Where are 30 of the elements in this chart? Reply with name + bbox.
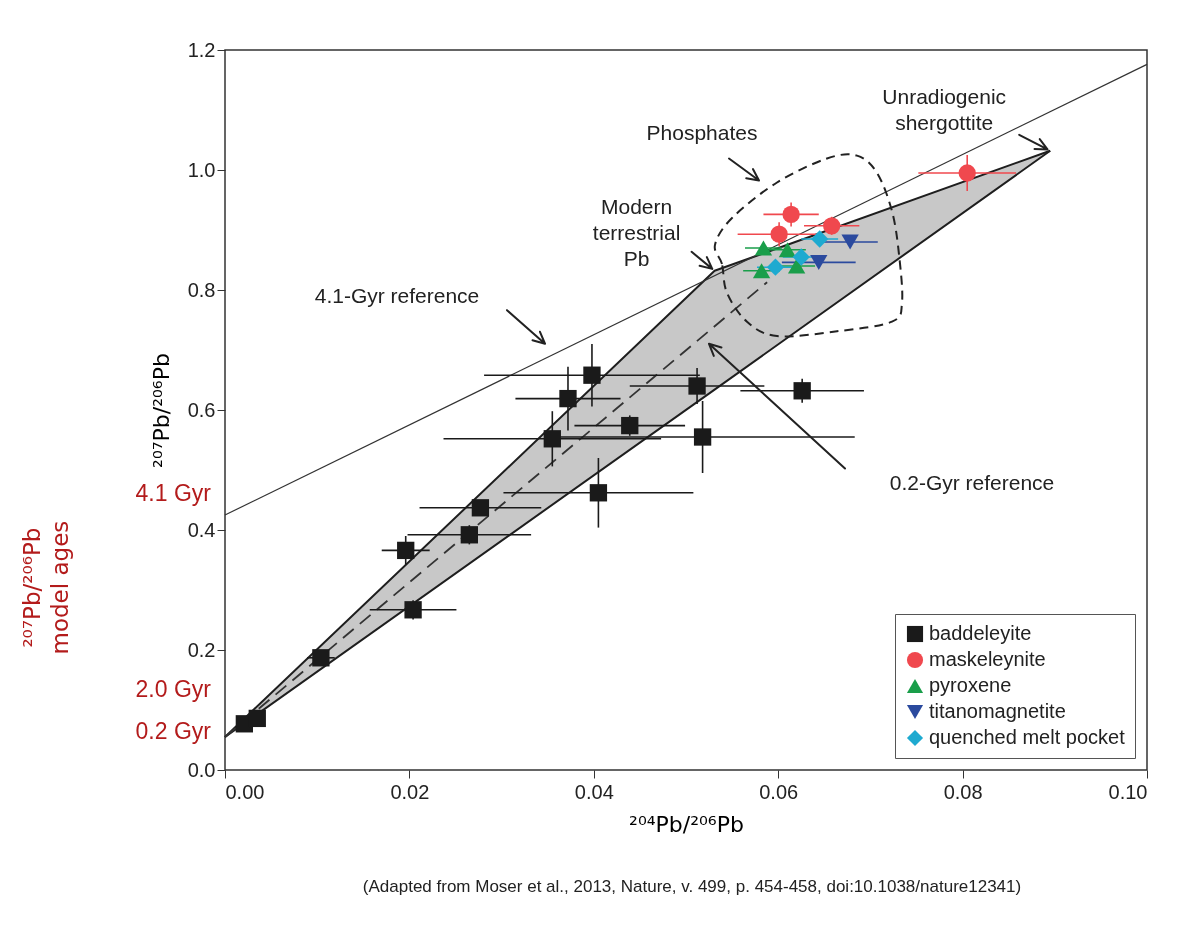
x-tick-label: 0.04 — [574, 780, 614, 803]
text: 2.0 Gyr — [135, 676, 212, 703]
x-tick-label: 0.08 — [943, 780, 983, 803]
annotation: 0.2-Gyr reference — [889, 471, 1055, 495]
legend-label: maskeleynite — [929, 648, 1046, 670]
legend-label: quenched melt pocket — [929, 726, 1126, 748]
annotation: 0.2 Gyr — [135, 718, 212, 745]
x-tick-label: 0.10 — [1108, 780, 1148, 803]
y-tick-label: 0.2 — [187, 638, 216, 661]
x-tick-label: 0.00 — [225, 780, 265, 803]
annotation: Modern terrestrial Pb — [592, 194, 681, 270]
x-tick-label: 0.02 — [390, 780, 430, 803]
annotation: Unradiogenic shergottite — [882, 84, 1007, 134]
y-axis-title: ²⁰⁷Pb/²⁰⁶Pb — [148, 353, 174, 468]
annotation: 4.1-Gyr reference — [314, 284, 480, 308]
text: (Adapted from Moser et al., 2013, Nature, v. 499, p. 454-458, doi:10.1038/nature12341) — [362, 876, 1022, 896]
legend-label: pyroxene — [929, 674, 1012, 696]
text: ²⁰⁷Pb/²⁰⁶Pb model ages — [18, 520, 73, 655]
y-tick-label: 0.0 — [187, 758, 216, 781]
y-tick-label: 0.6 — [187, 398, 216, 421]
legend-label: titanomagnetite — [929, 700, 1066, 722]
y-tick-label: 1.0 — [187, 158, 216, 181]
y-tick-label: 1.2 — [187, 38, 216, 61]
x-axis-title: ²⁰⁴Pb/²⁰⁶Pb — [629, 811, 744, 837]
legend-label: baddeleyite — [929, 622, 1032, 644]
y-tick-label: 0.4 — [187, 518, 216, 541]
annotation: 4.1 Gyr — [135, 480, 212, 507]
y-tick-label: 0.8 — [187, 278, 216, 301]
annotation: Phosphates — [646, 121, 758, 145]
x-tick-label: 0.06 — [759, 780, 799, 803]
